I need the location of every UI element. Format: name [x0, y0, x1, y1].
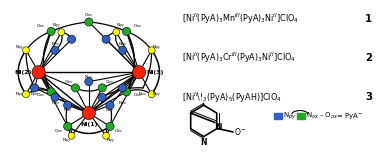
Circle shape	[23, 91, 29, 98]
Circle shape	[82, 106, 95, 120]
Circle shape	[106, 101, 114, 109]
Circle shape	[113, 29, 120, 36]
Bar	[297, 113, 305, 119]
Circle shape	[23, 47, 29, 54]
Text: N$_{ox}$: N$_{ox}$	[30, 90, 39, 98]
Text: 3: 3	[365, 92, 372, 102]
Text: [Ni$^{II}$(PyA)$_3$Mn$^{III}$(PyA)$_3$Ni$^{II}$]ClO$_4$: [Ni$^{II}$(PyA)$_3$Mn$^{III}$(PyA)$_3$Ni…	[182, 12, 299, 26]
Circle shape	[118, 46, 127, 54]
Text: N$_{ox}$: N$_{ox}$	[84, 73, 93, 81]
Bar	[274, 113, 282, 119]
Circle shape	[32, 66, 45, 79]
Circle shape	[118, 84, 127, 92]
Text: = PyA$^{-}$: = PyA$^{-}$	[336, 111, 363, 121]
Circle shape	[148, 91, 155, 98]
Text: O$_{ox}$: O$_{ox}$	[64, 79, 73, 86]
Text: N$_{py}$: N$_{py}$	[52, 22, 61, 30]
Text: N$_{py}$: N$_{py}$	[152, 43, 161, 51]
Text: – O$_{ox}$: – O$_{ox}$	[319, 111, 338, 121]
Text: N$_{py}$: N$_{py}$	[152, 90, 161, 99]
Circle shape	[58, 29, 65, 36]
Text: N: N	[200, 138, 207, 147]
Text: O$_{ox}$: O$_{ox}$	[105, 79, 114, 86]
Text: Ni(1): Ni(1)	[80, 122, 98, 127]
Text: O$^{-}$: O$^{-}$	[234, 126, 246, 137]
Circle shape	[68, 35, 76, 43]
Text: Ni(2): Ni(2)	[14, 70, 32, 75]
Text: O$_{ox}$: O$_{ox}$	[133, 22, 142, 30]
Text: N$_{ox}$: N$_{ox}$	[51, 99, 60, 107]
Text: 2: 2	[365, 53, 372, 63]
Text: N$_{py}$: N$_{py}$	[116, 22, 125, 30]
Circle shape	[122, 27, 130, 35]
Circle shape	[51, 46, 59, 54]
Text: N$_{ox}$: N$_{ox}$	[105, 107, 115, 114]
Circle shape	[132, 66, 146, 79]
Text: Ni(3): Ni(3)	[146, 70, 163, 75]
Circle shape	[106, 122, 114, 130]
Circle shape	[102, 35, 110, 43]
Text: [Ni$^{II}$(PyA)$_3$Cr$^{III}$(PyA)$_3$Ni$^{II}$]ClO$_4$: [Ni$^{II}$(PyA)$_3$Cr$^{III}$(PyA)$_3$Ni…	[182, 51, 296, 65]
Text: [Ni$^{II}$\!$_3$(PyA)$_5$(PyAH)]ClO$_4$: [Ni$^{II}$\!$_3$(PyA)$_5$(PyAH)]ClO$_4$	[182, 90, 282, 105]
Circle shape	[122, 88, 130, 96]
Text: N$_{py}$: N$_{py}$	[283, 110, 296, 122]
Text: O$_{ox}$: O$_{ox}$	[36, 91, 45, 99]
Circle shape	[85, 78, 93, 86]
Text: N$_{ox}$: N$_{ox}$	[138, 90, 147, 98]
Circle shape	[51, 93, 59, 101]
Circle shape	[148, 47, 155, 54]
Circle shape	[47, 88, 55, 96]
Text: O$_{ox}$: O$_{ox}$	[54, 127, 64, 135]
Circle shape	[103, 132, 110, 139]
Text: N$_{ox}$: N$_{ox}$	[118, 40, 127, 48]
Circle shape	[98, 93, 106, 101]
Circle shape	[71, 84, 79, 92]
Circle shape	[47, 27, 55, 35]
Text: N$_{py}$: N$_{py}$	[106, 136, 115, 145]
Text: N$_{ox}$: N$_{ox}$	[63, 107, 72, 114]
Text: O$_{ox}$: O$_{ox}$	[133, 91, 142, 99]
Text: O$_{ox}$: O$_{ox}$	[114, 127, 123, 135]
Circle shape	[68, 132, 75, 139]
Circle shape	[64, 101, 72, 109]
Text: N$_{ox}$: N$_{ox}$	[118, 99, 127, 107]
Text: N$_{py}$: N$_{py}$	[62, 136, 71, 145]
Text: N$_{ox}$: N$_{ox}$	[51, 40, 60, 48]
Text: 1: 1	[365, 14, 372, 24]
Text: N$_{py}$: N$_{py}$	[15, 90, 24, 99]
Text: O$_{ox}$: O$_{ox}$	[84, 12, 93, 19]
Text: N$_{py}$: N$_{py}$	[15, 43, 24, 51]
Text: N$_{ox}$: N$_{ox}$	[306, 111, 319, 121]
Text: N: N	[216, 123, 222, 132]
Circle shape	[64, 122, 72, 130]
Circle shape	[98, 84, 106, 92]
Circle shape	[31, 84, 39, 92]
Text: O$_{ox}$: O$_{ox}$	[36, 22, 45, 30]
Circle shape	[85, 18, 93, 26]
